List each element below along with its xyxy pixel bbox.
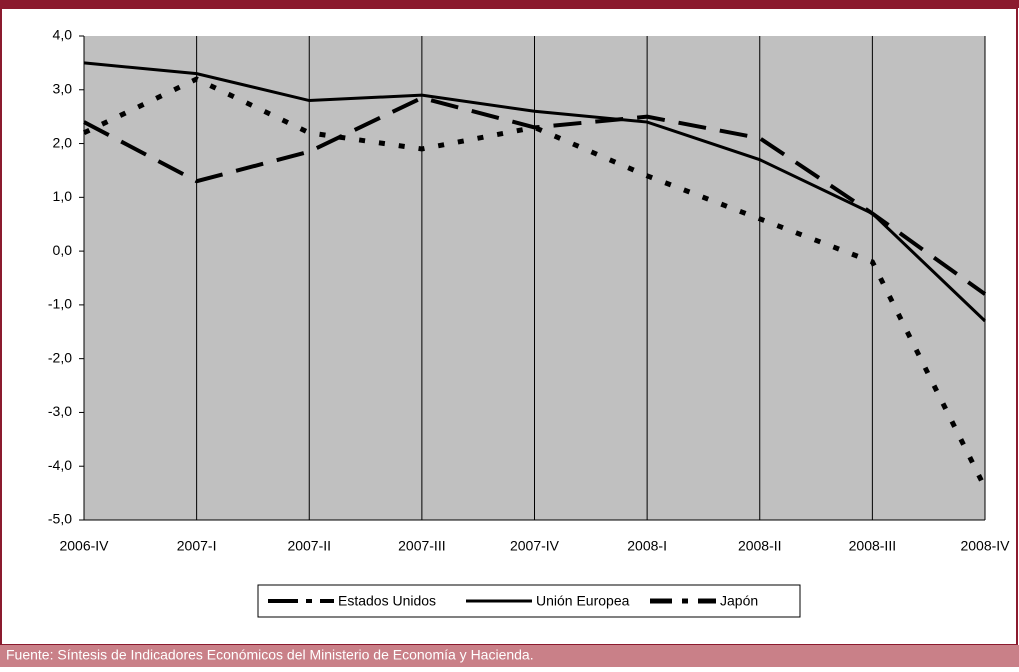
x-tick-label: 2007-III <box>398 538 445 554</box>
x-tick-label: 2007-IV <box>510 538 560 554</box>
series-line <box>83 61 987 323</box>
legend: Estados Unidos Unión Europea Japón <box>257 584 801 618</box>
x-tick-label: 2008-II <box>738 538 782 554</box>
x-tick-label: 2008-III <box>849 538 896 554</box>
y-tick-label: -5,0 <box>48 511 72 527</box>
series-line <box>83 95 987 296</box>
source-note: Fuente: Síntesis de Indicadores Económic… <box>6 647 534 663</box>
y-tick-label: -4,0 <box>48 457 72 473</box>
legend-label: Unión Europea <box>536 593 630 609</box>
footer-band <box>0 645 1019 667</box>
plot: -5,0 -4,0 -3,0 -2,0 -1,0 0,0 1,0 2,0 3,0 4,0 2006-… <box>48 27 1010 618</box>
y-tick-label: -2,0 <box>48 349 72 365</box>
y-tick-label: 1,0 <box>53 188 73 204</box>
y-tick-label: -1,0 <box>48 296 72 312</box>
y-tick-label: 0,0 <box>53 242 73 258</box>
x-tick-label: 2007-II <box>287 538 331 554</box>
x-tick-label: 2008-IV <box>960 538 1010 554</box>
x-tick-label: 2007-I <box>177 538 217 554</box>
series-line <box>82 76 988 489</box>
top-bar <box>0 0 1019 8</box>
legend-label: Estados Unidos <box>338 593 436 609</box>
y-tick-label: -3,0 <box>48 403 72 419</box>
x-tick-label: 2008-I <box>627 538 667 554</box>
y-tick-label: 4,0 <box>53 27 73 43</box>
x-tick-label: 2006-IV <box>59 538 109 554</box>
y-tick-label: 2,0 <box>53 134 73 150</box>
y-tick-label: 3,0 <box>53 80 73 96</box>
legend-label: Japón <box>720 593 758 609</box>
